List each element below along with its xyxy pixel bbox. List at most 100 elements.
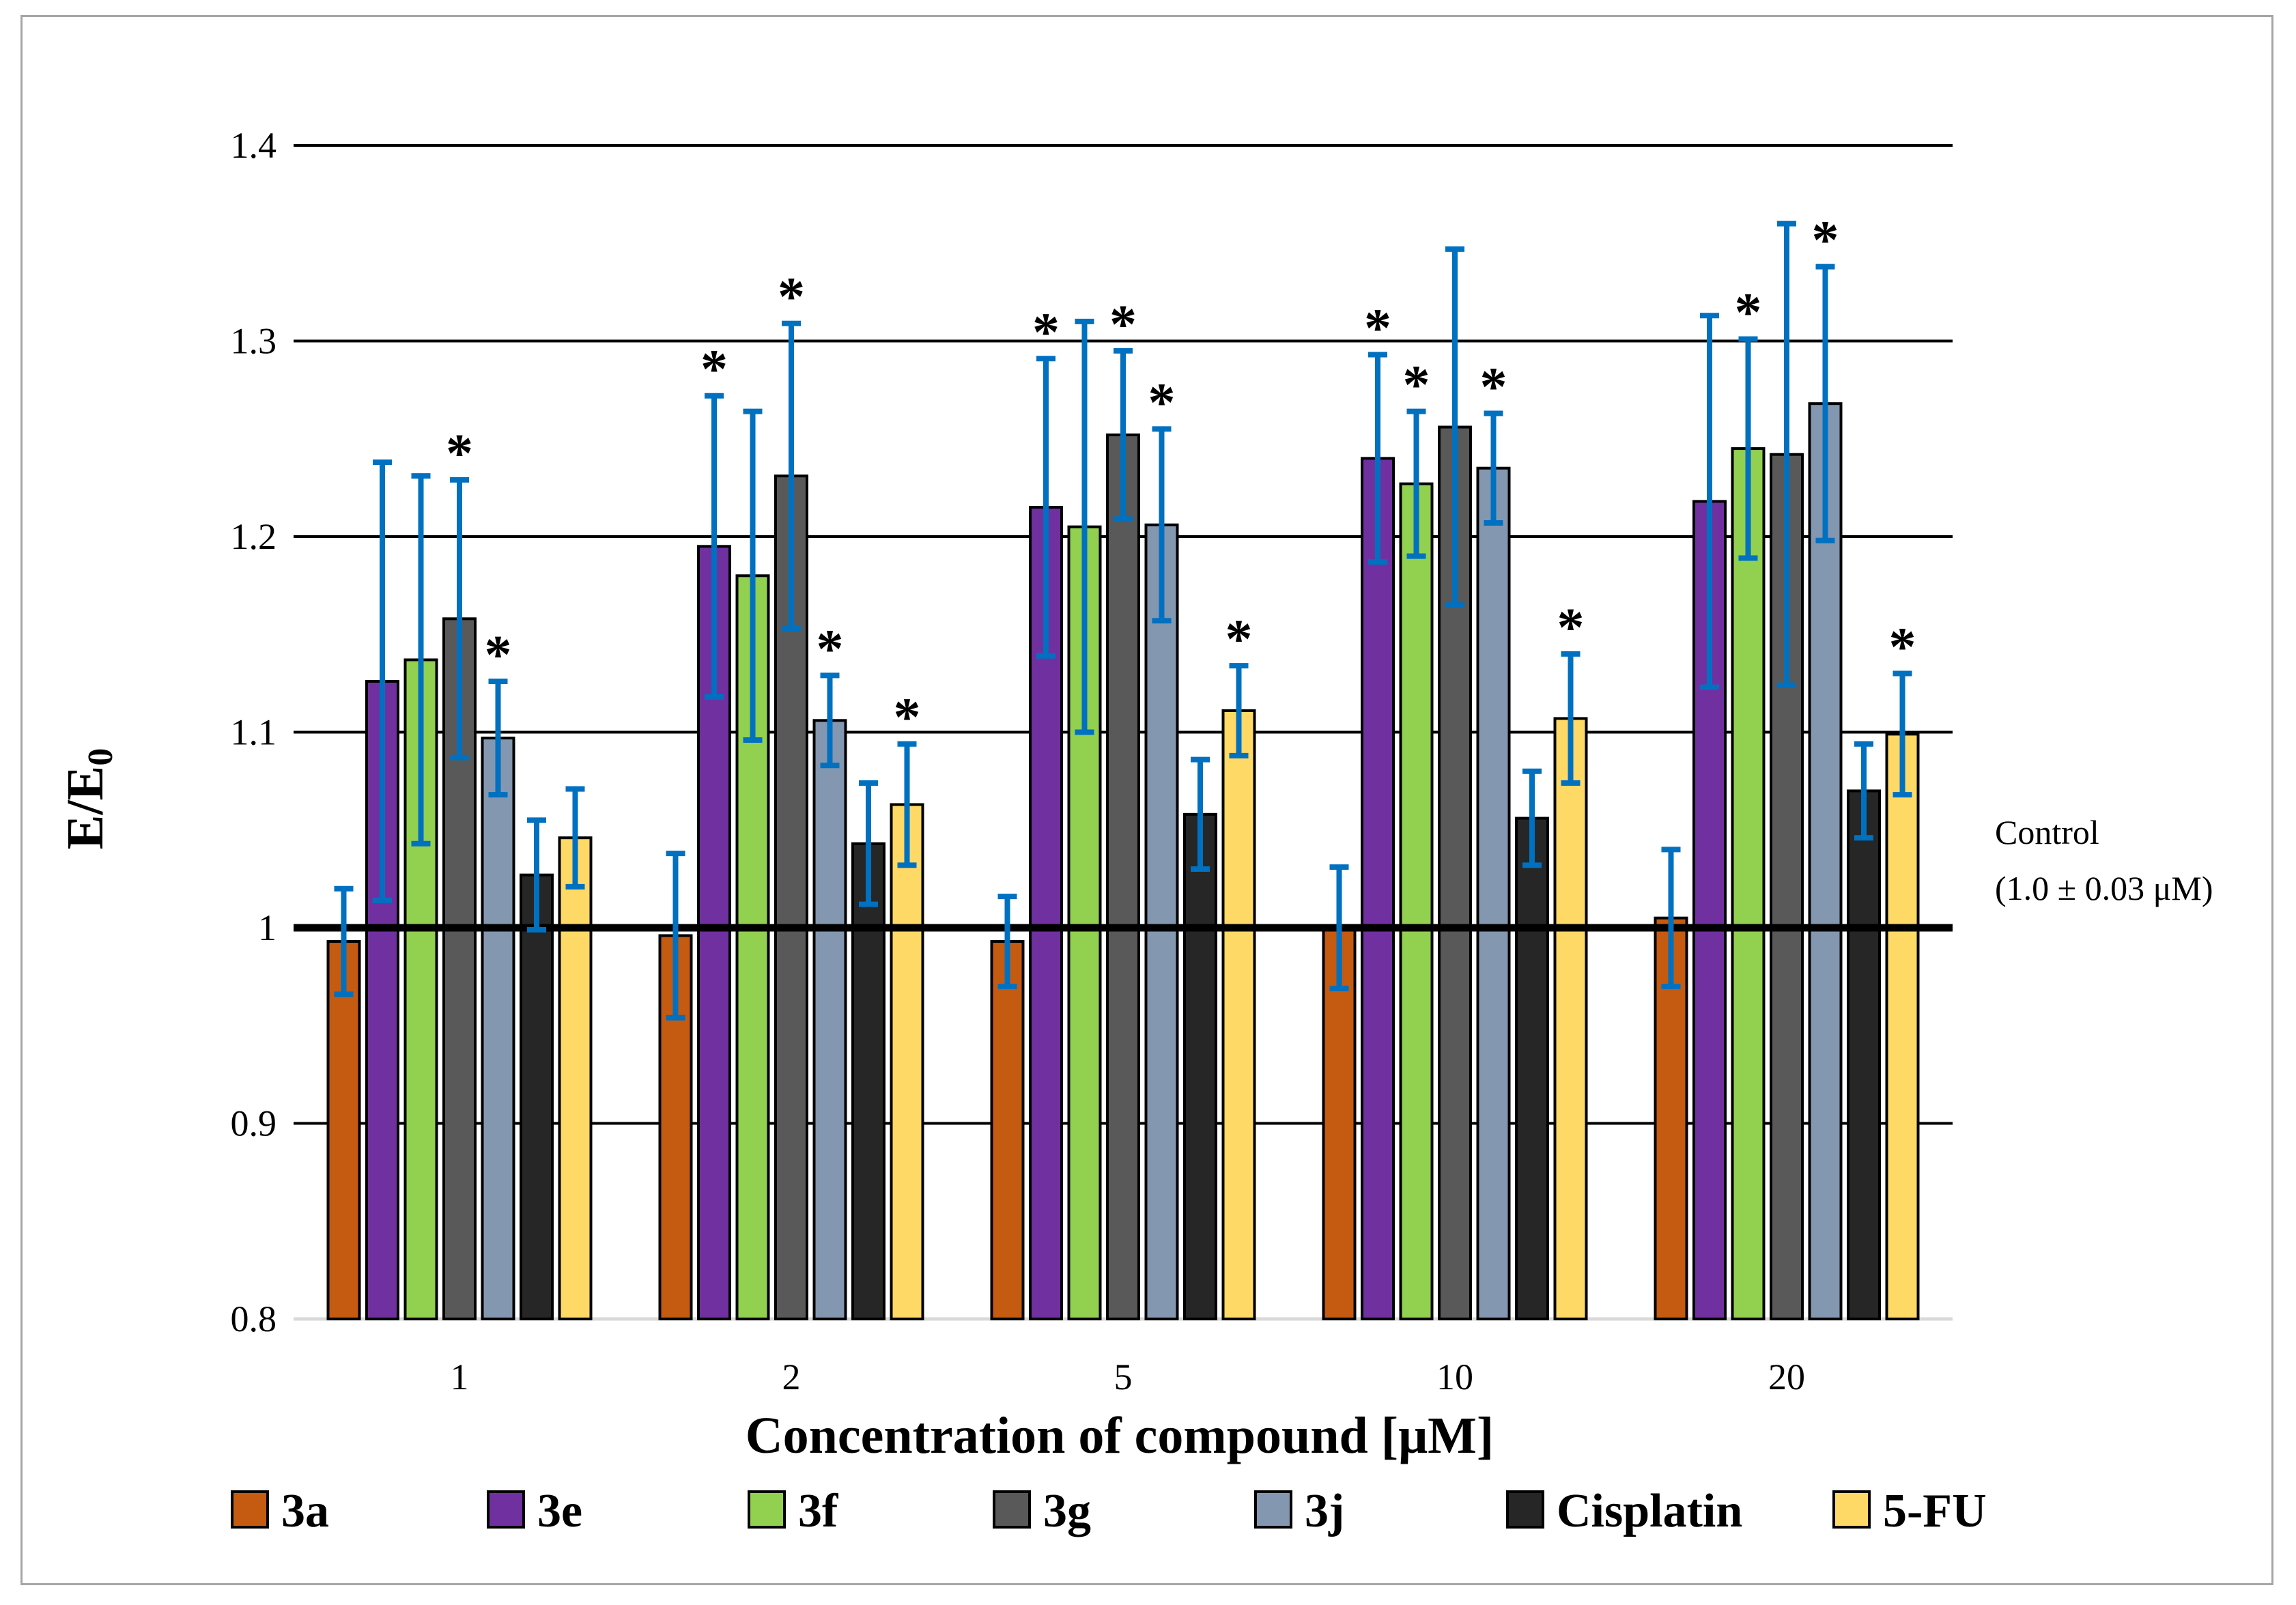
bar-Cisplatin-2 bbox=[851, 842, 885, 1321]
x-axis-ticks: 1 2 5 10 20 bbox=[451, 1357, 1806, 1397]
legend-swatch bbox=[1254, 1490, 1292, 1529]
legend-item-3j: 3j bbox=[1254, 1485, 1344, 1537]
error-bars bbox=[334, 221, 1912, 1021]
bar-3f-20 bbox=[1731, 447, 1766, 1321]
control-label: Control (1.0 ± 0.03 μM) bbox=[1995, 813, 2213, 907]
significance-star-3e-2: * bbox=[700, 340, 728, 400]
significance-star-3j-20: * bbox=[1812, 211, 1839, 271]
bar-5-FU-5 bbox=[1221, 709, 1256, 1320]
y-tick-label: 0.9 bbox=[231, 1103, 277, 1144]
error-bar-3e-1 bbox=[373, 459, 392, 903]
bar-3f-10 bbox=[1399, 482, 1434, 1320]
y-tick-label: 1.3 bbox=[231, 321, 277, 362]
significance-markers: ******* ***** ***** bbox=[446, 211, 1916, 748]
error-bar-3j-5 bbox=[1152, 426, 1172, 624]
legend-item-Cisplatin: Cisplatin bbox=[1506, 1485, 1742, 1537]
bar-Cisplatin-1 bbox=[520, 873, 554, 1320]
legend-label: 3a bbox=[281, 1485, 329, 1537]
error-bar-5-FU-10 bbox=[1561, 651, 1581, 786]
bar-3a-5 bbox=[990, 940, 1025, 1321]
control-label-line1: Control bbox=[1995, 813, 2099, 851]
y-axis-label: E/E0 bbox=[57, 748, 120, 850]
y-axis-label-subscript: 0 bbox=[81, 748, 120, 766]
x-tick-label: 1 bbox=[451, 1357, 469, 1397]
significance-star-3j-1: * bbox=[485, 625, 512, 685]
bar-5-FU-10 bbox=[1553, 717, 1588, 1320]
legend-swatch bbox=[748, 1490, 786, 1529]
error-bar-3j-20 bbox=[1815, 264, 1835, 543]
control-label-line2: (1.0 ± 0.03 μM) bbox=[1995, 869, 2213, 907]
legend-item-5-FU: 5-FU bbox=[1832, 1485, 1987, 1537]
y-tick-label: 1 bbox=[258, 907, 277, 948]
bar-3j-5 bbox=[1144, 523, 1179, 1320]
error-bar-Cisplatin-1 bbox=[527, 817, 546, 933]
y-axis-ticks: 0.8 0.9 1 1.1 1.2 1.3 1.4 bbox=[231, 125, 277, 1339]
error-bar-3g-10 bbox=[1445, 246, 1464, 608]
bar-3a-10 bbox=[1322, 926, 1357, 1320]
error-bar-3e-5 bbox=[1036, 356, 1055, 659]
bars bbox=[326, 402, 1920, 1321]
significance-star-3f-20: * bbox=[1735, 283, 1762, 343]
bar-Cisplatin-5 bbox=[1183, 812, 1217, 1320]
bar-5-FU-1 bbox=[558, 836, 593, 1320]
x-tick-label: 2 bbox=[782, 1357, 801, 1397]
error-bar-5-FU-5 bbox=[1229, 663, 1249, 758]
bar-5-FU-20 bbox=[1885, 733, 1920, 1320]
error-bar-Cisplatin-5 bbox=[1191, 756, 1210, 872]
error-bar-5-FU-2 bbox=[897, 741, 917, 868]
bar-3j-10 bbox=[1476, 466, 1511, 1320]
x-tick-label: 5 bbox=[1114, 1357, 1133, 1397]
error-bar-3a-10 bbox=[1329, 864, 1349, 991]
error-bar-3f-1 bbox=[411, 473, 431, 847]
error-bar-3f-2 bbox=[743, 408, 763, 743]
significance-star-3e-5: * bbox=[1032, 302, 1060, 363]
significance-star-3g-1: * bbox=[446, 424, 473, 484]
legend-item-3g: 3g bbox=[993, 1485, 1091, 1537]
legend-swatch bbox=[231, 1490, 269, 1529]
significance-star-3j-10: * bbox=[1480, 358, 1507, 418]
legend-label: 3g bbox=[1043, 1485, 1091, 1537]
x-tick-label: 20 bbox=[1768, 1357, 1805, 1397]
significance-star-3g-2: * bbox=[778, 268, 805, 328]
bar-3g-5 bbox=[1106, 434, 1140, 1320]
significance-star-5-FU-10: * bbox=[1557, 598, 1585, 658]
error-bar-3e-2 bbox=[705, 393, 724, 700]
error-bar-5-FU-20 bbox=[1893, 670, 1912, 798]
error-bar-3f-10 bbox=[1406, 408, 1426, 559]
y-tick-label: 1.1 bbox=[231, 712, 277, 753]
error-bar-3a-1 bbox=[334, 885, 354, 997]
legend-label: 5-FU bbox=[1883, 1485, 1987, 1537]
significance-star-5-FU-2: * bbox=[894, 688, 921, 748]
significance-star-3j-5: * bbox=[1148, 373, 1176, 433]
error-bar-3f-20 bbox=[1738, 336, 1758, 561]
error-bar-3g-20 bbox=[1777, 221, 1796, 688]
error-bar-3a-2 bbox=[666, 851, 685, 1021]
legend-item-3f: 3f bbox=[748, 1485, 838, 1537]
y-tick-label: 0.8 bbox=[231, 1298, 277, 1339]
legend-swatch bbox=[487, 1490, 525, 1529]
error-bar-Cisplatin-10 bbox=[1522, 768, 1542, 868]
x-tick-label: 10 bbox=[1436, 1357, 1473, 1397]
bar-3j-1 bbox=[481, 737, 515, 1320]
bar-3a-1 bbox=[326, 940, 361, 1321]
significance-star-3e-10: * bbox=[1364, 299, 1391, 359]
legend-swatch bbox=[993, 1490, 1031, 1529]
bar-Cisplatin-20 bbox=[1847, 789, 1881, 1320]
significance-star-3g-5: * bbox=[1109, 295, 1137, 355]
legend-swatch bbox=[1506, 1490, 1544, 1529]
significance-star-3j-2: * bbox=[817, 619, 844, 679]
error-bar-3j-10 bbox=[1484, 410, 1503, 526]
chart-frame bbox=[20, 15, 2273, 1585]
legend-label: Cisplatin bbox=[1557, 1485, 1742, 1537]
error-bar-3g-2 bbox=[782, 320, 801, 631]
error-bar-3e-20 bbox=[1700, 313, 1719, 690]
y-tick-label: 1.4 bbox=[231, 125, 277, 166]
legend-label: 3f bbox=[798, 1485, 838, 1537]
legend-label: 3j bbox=[1305, 1485, 1344, 1537]
legend-label: 3e bbox=[537, 1485, 582, 1537]
bar-5-FU-2 bbox=[890, 803, 924, 1320]
bar-3e-10 bbox=[1361, 457, 1395, 1320]
bar-3g-1 bbox=[442, 617, 477, 1321]
y-tick-label: 1.2 bbox=[231, 516, 277, 557]
